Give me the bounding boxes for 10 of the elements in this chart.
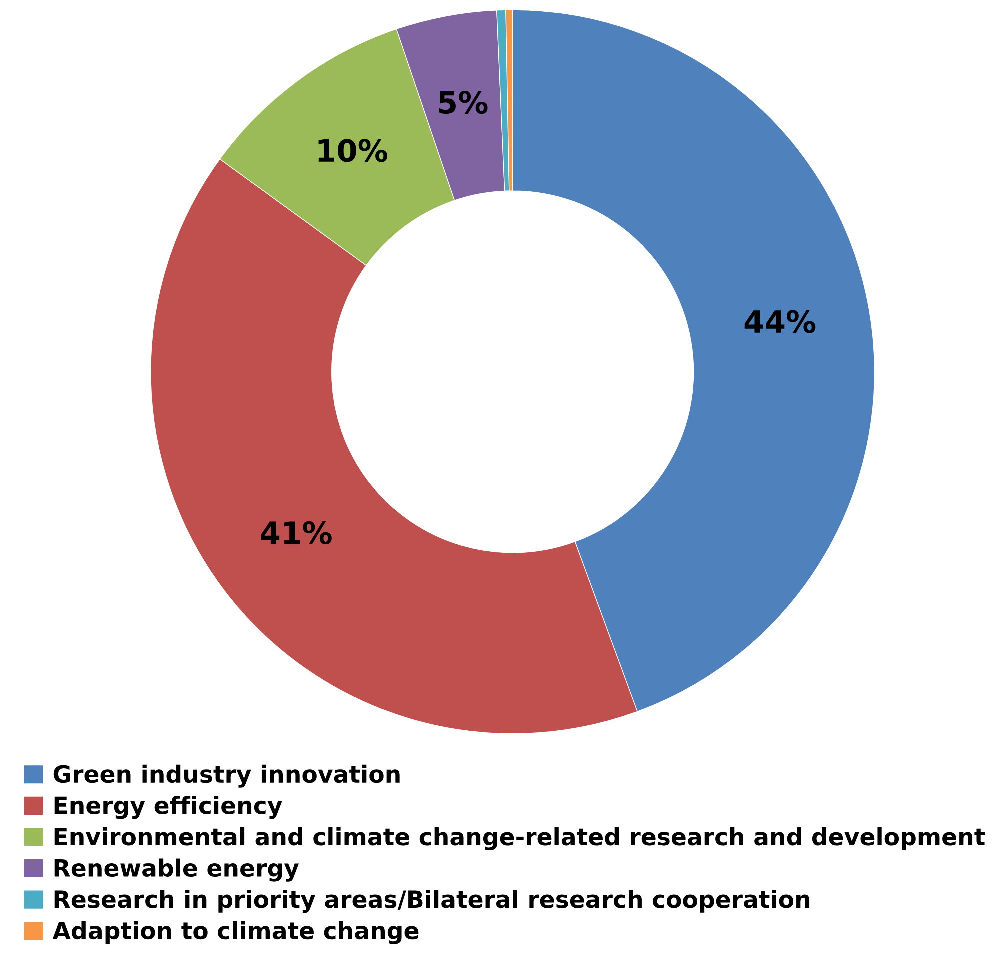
- legend-label: Adaption to climate change: [52, 921, 419, 944]
- legend-label: Green industry innovation: [54, 764, 400, 788]
- data-label: 5%: [439, 90, 488, 114]
- legend-label: Renewable energy: [54, 858, 300, 882]
- legend-label: Research in priority areas/Bilateral research cooperation: [54, 890, 810, 914]
- data-label: 44%: [744, 310, 816, 334]
- data-label: 41%: [261, 521, 332, 545]
- data-label: 10%: [318, 139, 388, 162]
- legend-label: Energy efficiency: [54, 796, 282, 820]
- legend-label: Environmental and climate change-related research and development: [54, 827, 986, 851]
